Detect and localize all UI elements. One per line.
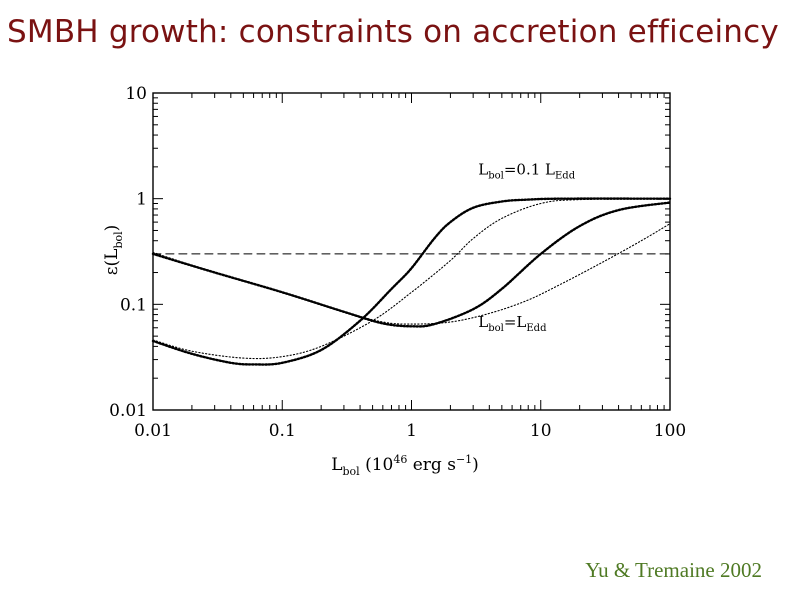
x-tick-label: 10 (530, 421, 552, 441)
x-tick-label: 0.1 (269, 421, 296, 441)
y-tick-label: 0.01 (109, 401, 147, 421)
axis-ticks (152, 92, 671, 411)
annotation-upper: Lbol=0.1 LEdd (478, 160, 575, 181)
y-tick-label: 0.1 (120, 295, 147, 315)
series-curve-dotted-heavy (151, 201, 672, 328)
x-tick-label: 0.01 (134, 421, 172, 441)
y-tick-label: 10 (125, 84, 147, 104)
y-axis-label: ε(Lbol) (102, 225, 125, 276)
citation: Yu & Tremaine 2002 (585, 558, 762, 582)
annotation-lower: Lbol=LEdd (478, 313, 547, 334)
x-tick-label: 100 (654, 421, 686, 441)
tick-labels: 0.01 0.1 1 10 100 0.01 0.1 1 10 (109, 84, 686, 441)
series-curve-dotted-thin (152, 198, 671, 360)
x-tick-label: 1 (406, 421, 417, 441)
x-axis-label: Lbol (1046 erg s−1) (331, 453, 479, 478)
y-tick-label: 1 (136, 190, 147, 210)
series-curve-dotted-heavy (151, 197, 672, 366)
slide-title: SMBH growth: constraints on accretion ef… (7, 14, 779, 50)
series-curve-dotted-thin (152, 223, 671, 325)
series-layer (151, 197, 672, 366)
annotations: Lbol=0.1 LEdd Lbol=LEdd (478, 160, 575, 334)
